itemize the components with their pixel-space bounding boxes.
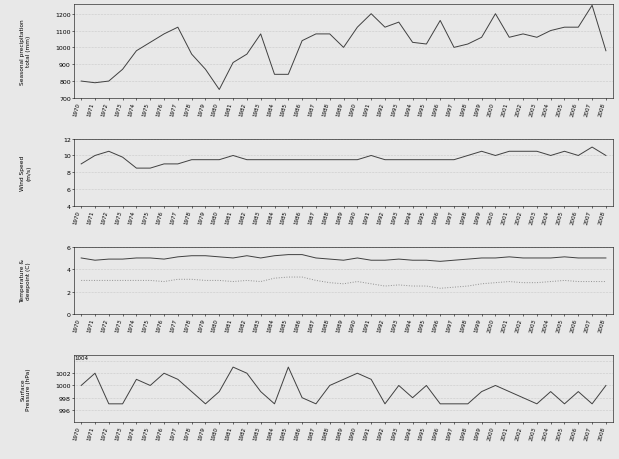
Y-axis label: Surface
Pressure (hPa): Surface Pressure (hPa): [20, 367, 31, 410]
Text: 1004: 1004: [74, 355, 89, 360]
Y-axis label: Wind Speed
(m/s): Wind Speed (m/s): [20, 155, 31, 190]
Y-axis label: Temperature &
dewpoint (C): Temperature & dewpoint (C): [20, 259, 31, 303]
Y-axis label: Seasonal precipitation
total (mm): Seasonal precipitation total (mm): [20, 19, 31, 84]
